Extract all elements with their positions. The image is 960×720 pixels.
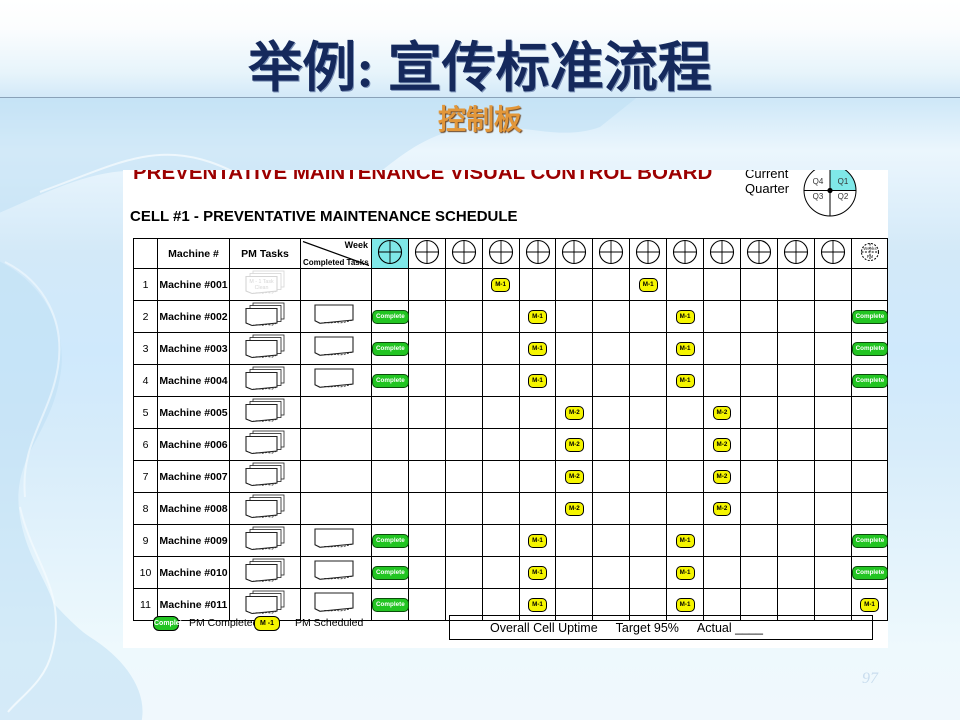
svg-text:Weeks: Weeks: [863, 246, 877, 251]
svg-text:Q4: Q4: [813, 177, 824, 186]
svg-text:Q2: Q2: [838, 192, 849, 201]
svg-text:Q1: Q1: [838, 177, 849, 186]
svg-text:Clean: Clean: [255, 285, 269, 291]
svg-text:PM: PM: [866, 254, 873, 259]
svg-text:Q3: Q3: [813, 192, 824, 201]
